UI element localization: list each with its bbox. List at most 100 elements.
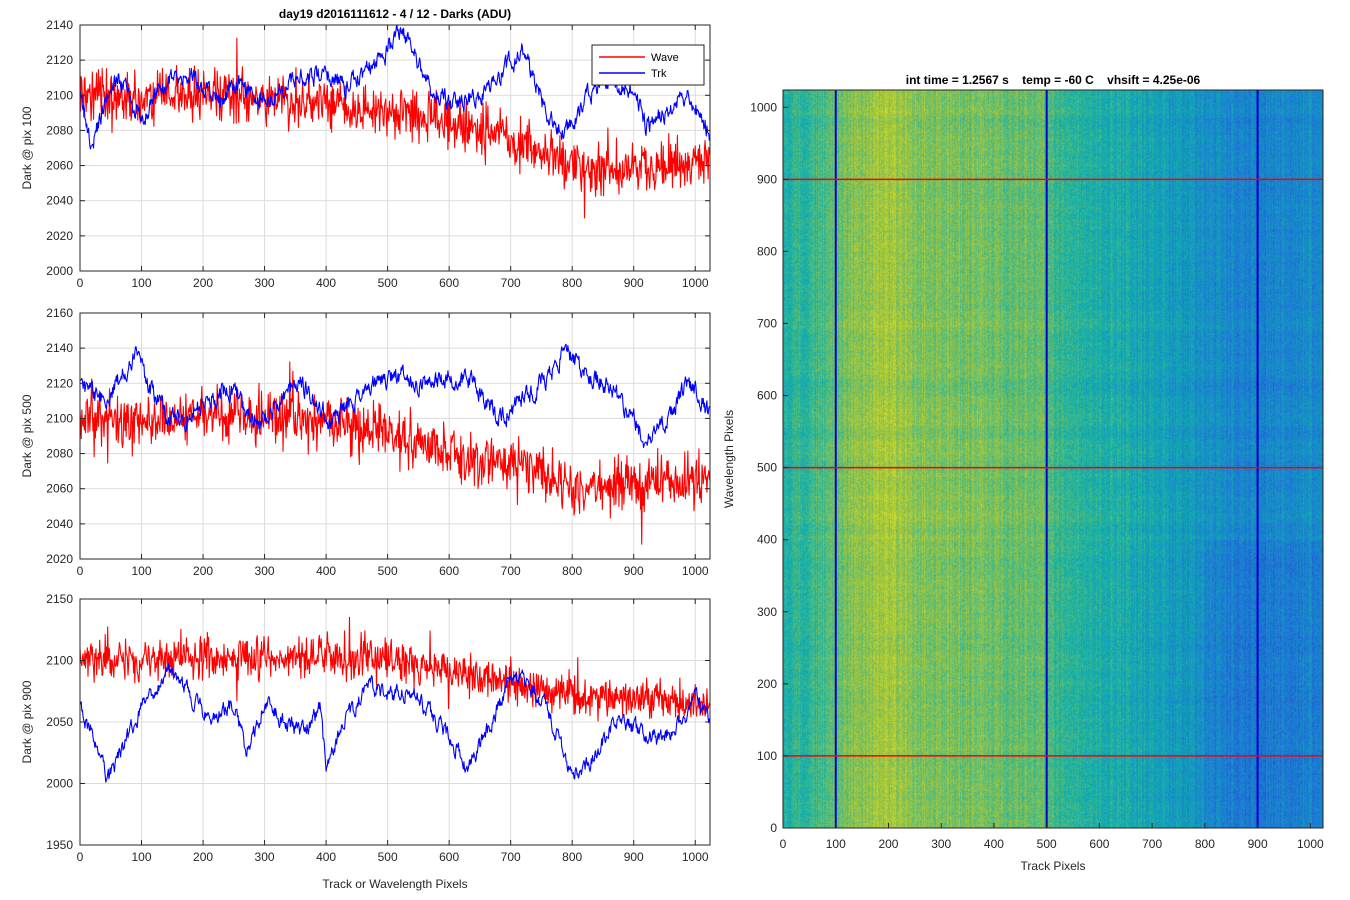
series-group — [80, 616, 710, 783]
y-tick-label: 2140 — [46, 18, 73, 32]
heatmap-chart: int time = 1.2567 s temp = -60 C vhsift … — [722, 73, 1324, 873]
x-tick-label: 1000 — [1297, 837, 1324, 851]
legend-box — [591, 44, 705, 86]
x-ticks: 0 100 200 300 400 500 600 700 800 900 1000 — [77, 25, 709, 290]
plot-frame — [79, 312, 711, 560]
y-tick-label: 1950 — [46, 838, 73, 852]
y-axis-label: Dark @ pix 900 — [20, 680, 34, 763]
y-tick-label: 300 — [757, 605, 777, 619]
x-tick-label: 200 — [878, 837, 898, 851]
x-tick-label: 600 — [439, 276, 459, 290]
x-tick-label: 900 — [624, 850, 644, 864]
x-tick-label: 600 — [439, 850, 459, 864]
x-tick-label: 700 — [501, 564, 521, 578]
x-tick-label: 200 — [193, 850, 213, 864]
line-chart-pix-100: day19 d2016111612 - 4 / 12 - Darks (ADU)… — [20, 7, 711, 290]
x-axis-label: Track or Wavelength Pixels — [322, 877, 467, 891]
x-tick-label: 500 — [1037, 837, 1057, 851]
x-tick-label: 800 — [1195, 837, 1215, 851]
y-ticks: 0 100 200 300 400 500 600 700 800 900 1000 — [750, 100, 788, 835]
y-tick-label: 400 — [757, 533, 777, 547]
y-tick-label: 2000 — [46, 264, 73, 278]
x-tick-label: 100 — [132, 564, 152, 578]
y-axis-label: Dark @ pix 500 — [20, 394, 34, 477]
x-tick-label: 500 — [378, 564, 398, 578]
x-tick-label: 500 — [378, 850, 398, 864]
y-tick-label: 2100 — [46, 88, 73, 102]
x-tick-label: 700 — [501, 276, 521, 290]
y-tick-label: 2080 — [46, 123, 73, 137]
y-tick-label: 2160 — [46, 306, 73, 320]
x-tick-label: 400 — [316, 276, 336, 290]
legend-trk-label: Trk — [651, 68, 667, 80]
x-tick-label: 700 — [1142, 837, 1162, 851]
x-tick-label: 800 — [562, 276, 582, 290]
x-tick-label: 800 — [562, 564, 582, 578]
y-tick-label: 0 — [770, 821, 777, 835]
y-tick-label: 2060 — [46, 482, 73, 496]
line-chart-pix-500: 0 100 200 300 400 500 600 700 800 900 1000 2020 204… — [20, 306, 711, 578]
y-axis-label: Wavelength Pixels — [722, 410, 736, 508]
y-tick-label: 600 — [757, 389, 777, 403]
y-tick-label: 2050 — [46, 715, 73, 729]
y-ticks: 2000 2020 2040 2060 2080 2100 2120 2140 — [46, 18, 710, 278]
heatmap-image — [783, 90, 1323, 828]
x-tick-label: 800 — [562, 850, 582, 864]
x-tick-label: 1000 — [682, 564, 709, 578]
x-tick-label: 0 — [77, 850, 84, 864]
y-tick-label: 2150 — [46, 592, 73, 606]
plot-frame — [79, 24, 711, 272]
x-tick-label: 400 — [984, 837, 1004, 851]
series-group — [80, 343, 710, 545]
x-tick-label: 900 — [624, 276, 644, 290]
heatmap-title: int time = 1.2567 s temp = -60 C vhsift … — [906, 73, 1201, 87]
legend: Wave Trk — [591, 44, 705, 86]
y-tick-label: 2080 — [46, 447, 73, 461]
y-tick-label: 500 — [757, 461, 777, 475]
y-tick-label: 2120 — [46, 376, 73, 390]
series-line-trk — [80, 663, 710, 783]
x-tick-label: 600 — [1089, 837, 1109, 851]
y-tick-label: 2020 — [46, 552, 73, 566]
y-tick-label: 2040 — [46, 194, 73, 208]
x-tick-label: 0 — [780, 837, 787, 851]
x-tick-label: 900 — [624, 564, 644, 578]
x-axis-label: Track Pixels — [1021, 859, 1086, 873]
plot-frame — [782, 89, 1324, 829]
y-tick-label: 2100 — [46, 654, 73, 668]
grid-lines — [79, 598, 710, 846]
x-tick-label: 1000 — [682, 850, 709, 864]
y-ticks: 2020 2040 2060 2080 2100 2120 2140 2160 — [46, 306, 710, 566]
x-tick-label: 400 — [316, 850, 336, 864]
y-tick-label: 1000 — [750, 100, 777, 114]
x-tick-label: 700 — [501, 850, 521, 864]
legend-wave-label: Wave — [651, 52, 679, 64]
x-tick-label: 300 — [255, 276, 275, 290]
y-tick-label: 200 — [757, 677, 777, 691]
x-tick-label: 300 — [255, 850, 275, 864]
x-tick-label: 0 — [77, 276, 84, 290]
x-tick-label: 900 — [1248, 837, 1268, 851]
y-tick-label: 2060 — [46, 159, 73, 173]
x-tick-label: 600 — [439, 564, 459, 578]
y-tick-label: 900 — [757, 172, 777, 186]
y-tick-label: 2000 — [46, 777, 73, 791]
x-tick-label: 100 — [826, 837, 846, 851]
x-tick-label: 300 — [255, 564, 275, 578]
y-tick-label: 2020 — [46, 229, 73, 243]
x-tick-label: 300 — [931, 837, 951, 851]
series-line-wave — [80, 37, 710, 219]
y-tick-label: 2120 — [46, 53, 73, 67]
x-ticks: 0 100 200 300 400 500 600 700 800 900 1000 — [77, 599, 709, 864]
x-tick-label: 500 — [378, 276, 398, 290]
y-tick-label: 700 — [757, 317, 777, 331]
y-ticks: 1950 2000 2050 2100 2150 — [46, 592, 710, 852]
y-tick-label: 100 — [757, 749, 777, 763]
x-tick-label: 400 — [316, 564, 336, 578]
x-tick-label: 1000 — [682, 276, 709, 290]
y-tick-label: 2040 — [46, 517, 73, 531]
x-tick-label: 0 — [77, 564, 84, 578]
series-line-trk — [80, 343, 710, 449]
figure-title: day19 d2016111612 - 4 / 12 - Darks (ADU) — [279, 7, 511, 21]
